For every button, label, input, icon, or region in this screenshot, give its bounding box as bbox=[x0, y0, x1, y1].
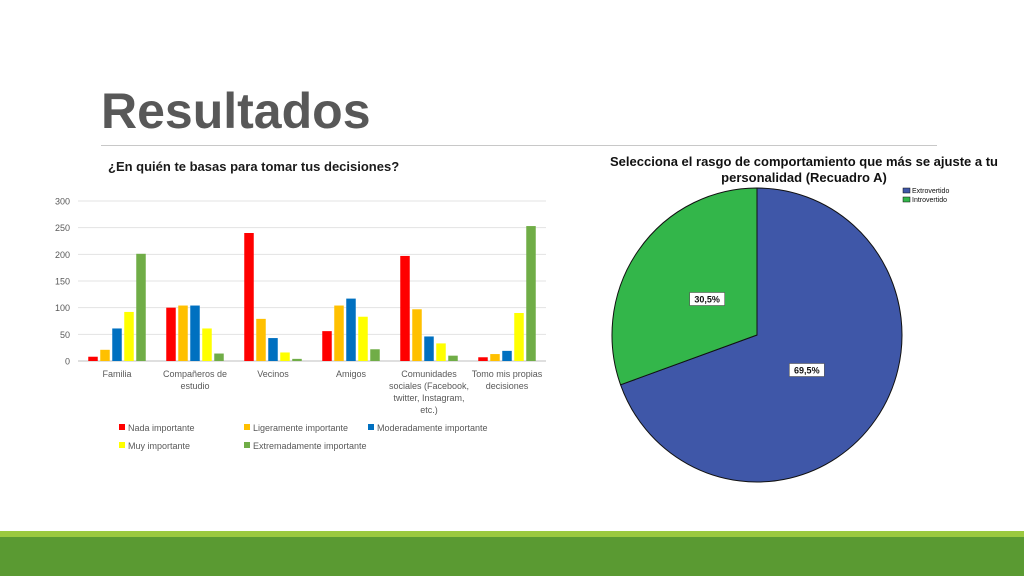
legend-label: Nada importante bbox=[128, 423, 195, 433]
pie-legend-swatch bbox=[902, 187, 911, 194]
y-tick-label: 200 bbox=[55, 250, 70, 260]
bar bbox=[190, 305, 200, 361]
pie-legend-label: Extrovertido bbox=[912, 188, 949, 195]
x-tick-label: Familia bbox=[102, 369, 131, 379]
legend-label: Moderadamente importante bbox=[377, 423, 488, 433]
pie-value-label: 69,5% bbox=[794, 366, 820, 376]
legend-swatch bbox=[119, 442, 125, 448]
bar bbox=[490, 354, 500, 361]
bar-chart-title: ¿En quién te basas para tomar tus decisi… bbox=[108, 159, 400, 174]
bar bbox=[526, 226, 536, 361]
bar bbox=[136, 253, 146, 361]
pie-legend-swatch bbox=[902, 196, 911, 203]
title-divider bbox=[101, 145, 937, 146]
bar bbox=[202, 328, 212, 361]
legend-label: Muy importante bbox=[128, 441, 190, 451]
pie-slice bbox=[619, 187, 903, 483]
legend-swatch bbox=[244, 442, 250, 448]
x-tick-label: twitter, Instagram, bbox=[393, 393, 464, 403]
bar bbox=[124, 311, 134, 361]
pie-chart: 69,5% 30,5% Extrovertido Introvertido bbox=[611, 187, 949, 483]
bar bbox=[256, 318, 266, 361]
bar bbox=[412, 309, 422, 361]
bar bbox=[478, 357, 488, 361]
pie-slice bbox=[611, 187, 758, 386]
y-tick-label: 0 bbox=[65, 357, 70, 367]
bar bbox=[214, 353, 224, 361]
footer-band bbox=[0, 531, 1024, 576]
y-tick-label: 100 bbox=[55, 303, 70, 313]
bar bbox=[514, 313, 524, 361]
x-tick-label: Tomo mis propias bbox=[472, 369, 543, 379]
bar bbox=[88, 356, 98, 361]
bar bbox=[502, 350, 512, 361]
pie-value-label-box bbox=[689, 292, 725, 306]
y-tick-label: 150 bbox=[55, 277, 70, 287]
bar bbox=[436, 343, 446, 361]
x-tick-label: Vecinos bbox=[257, 369, 289, 379]
y-tick-label: 300 bbox=[55, 197, 70, 207]
bar bbox=[112, 328, 122, 361]
pie-value-label-box bbox=[789, 363, 825, 377]
bar bbox=[322, 331, 332, 361]
x-tick-label: sociales (Facebook, bbox=[389, 381, 469, 391]
bar bbox=[358, 316, 368, 361]
x-tick-label: Comunidades bbox=[401, 369, 457, 379]
bar-chart: 0 50 100 150 200 250 300 Familia Compañeros de es… bbox=[55, 197, 546, 451]
bar bbox=[292, 358, 302, 361]
bar bbox=[448, 355, 458, 361]
y-tick-label: 50 bbox=[60, 330, 70, 340]
legend-label: Extremadamente importante bbox=[253, 441, 367, 451]
legend-swatch bbox=[119, 424, 125, 430]
bar bbox=[268, 338, 278, 361]
bar bbox=[166, 307, 176, 361]
bar bbox=[370, 349, 380, 361]
y-tick-label: 250 bbox=[55, 223, 70, 233]
pie-value-label: 30,5% bbox=[694, 294, 720, 304]
bar bbox=[334, 305, 344, 361]
legend-swatch bbox=[244, 424, 250, 430]
pie-legend-label: Introvertido bbox=[912, 197, 947, 204]
legend-swatch bbox=[368, 424, 374, 430]
bar bbox=[400, 255, 410, 361]
footer-accent-stripe bbox=[0, 531, 1024, 537]
bar bbox=[100, 349, 110, 361]
x-tick-label: decisiones bbox=[486, 381, 529, 391]
x-tick-label: etc.) bbox=[420, 405, 438, 415]
x-tick-label: Amigos bbox=[336, 369, 367, 379]
x-tick-label: Compañeros de bbox=[163, 369, 227, 379]
bar bbox=[346, 298, 356, 361]
bar bbox=[244, 233, 254, 361]
legend-label: Ligeramente importante bbox=[253, 423, 348, 433]
slide-title: Resultados bbox=[101, 83, 371, 139]
bar bbox=[178, 305, 188, 361]
bar bbox=[280, 352, 290, 361]
bar bbox=[424, 336, 434, 361]
pie-chart-title: Selecciona el rasgo de comportamiento qu… bbox=[610, 154, 998, 185]
x-tick-label: estudio bbox=[180, 381, 209, 391]
